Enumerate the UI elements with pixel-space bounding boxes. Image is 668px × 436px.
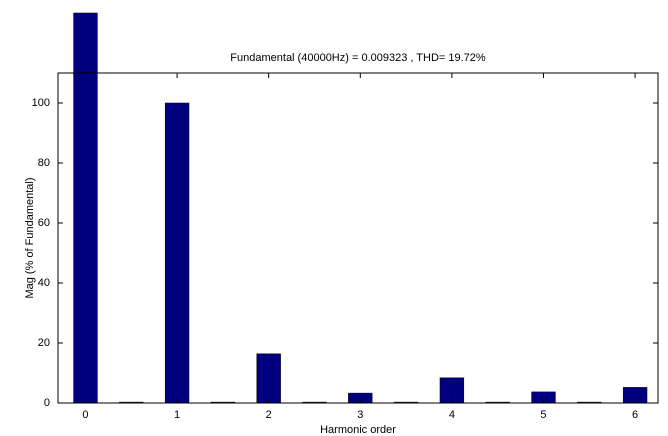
y-tick-label: 60	[38, 217, 50, 229]
chart-title: Fundamental (40000Hz) = 0.009323 , THD= …	[230, 52, 486, 64]
bar	[73, 12, 98, 404]
y-tick-label: 0	[44, 397, 50, 409]
bar	[256, 353, 281, 404]
x-tick-label: 3	[357, 409, 363, 421]
x-tick-label: 1	[174, 409, 180, 421]
y-axis-label: Mag (% of Fundamental)	[24, 177, 36, 298]
y-tick-label: 20	[38, 337, 50, 349]
x-tick-label: 0	[82, 409, 88, 421]
plot-area	[58, 73, 658, 403]
y-tick-label: 40	[38, 277, 50, 289]
y-tick-label: 100	[32, 97, 50, 109]
bar	[164, 102, 190, 404]
axes-box	[57, 72, 659, 404]
x-tick-label: 5	[540, 409, 546, 421]
x-tick-label: 2	[266, 409, 272, 421]
y-tick-label: 80	[38, 157, 50, 169]
x-tick-label: 4	[449, 409, 455, 421]
x-tick-label: 6	[632, 409, 638, 421]
x-axis-label: Harmonic order	[320, 424, 396, 436]
